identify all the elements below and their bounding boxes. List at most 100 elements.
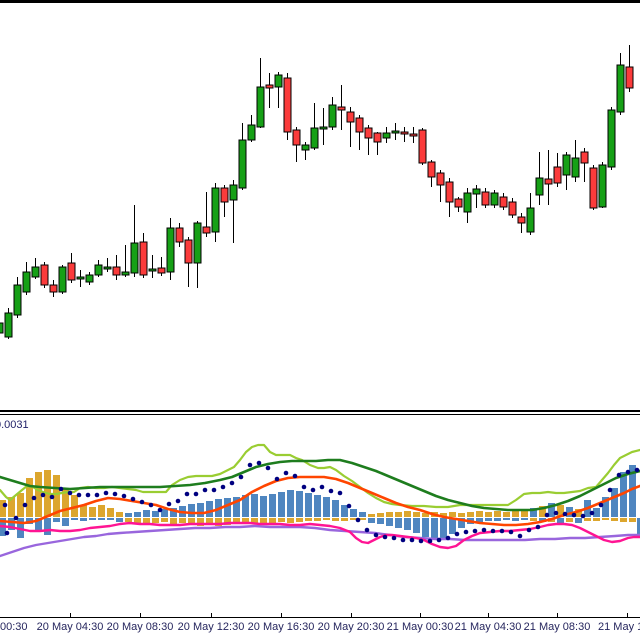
- histogram-bar-blue: [548, 503, 555, 517]
- histogram-bar-gold: [134, 518, 141, 524]
- bull-candle: [328, 104, 337, 128]
- histogram-bar-blue: [566, 507, 573, 517]
- bull-candle: [4, 312, 13, 338]
- histogram-bar-blue: [125, 513, 132, 517]
- histogram-bar-gold: [449, 512, 456, 517]
- signal-dot: [481, 527, 487, 533]
- bear-candle: [580, 151, 589, 164]
- histogram-bar-gold: [440, 513, 447, 517]
- histogram-bar-blue: [458, 518, 465, 528]
- signal-dot: [400, 537, 406, 543]
- histogram-bar-blue: [80, 518, 87, 521]
- time-axis-label: 21 May 1: [598, 621, 640, 633]
- histogram-bar-gold: [629, 518, 636, 522]
- histogram-bar-gold: [512, 510, 519, 517]
- time-axis-tick: [420, 613, 421, 617]
- signal-dot: [562, 511, 568, 517]
- histogram-bar-blue: [107, 518, 114, 520]
- histogram-bar-gold: [188, 518, 195, 525]
- signal-dot: [346, 503, 352, 509]
- signal-dot: [472, 528, 478, 534]
- price-chart-panel[interactable]: [0, 3, 640, 410]
- histogram-bar-gold: [0, 500, 6, 517]
- histogram-bar-gold: [530, 518, 537, 521]
- histogram-bar-gold: [584, 518, 591, 521]
- bull-candle: [58, 266, 67, 293]
- histogram-bar-gold: [125, 518, 132, 522]
- time-axis-tick: [488, 613, 489, 617]
- histogram-bar-blue: [296, 491, 303, 517]
- histogram-bar-blue: [35, 518, 42, 532]
- signal-dot: [310, 487, 316, 493]
- bull-candle: [121, 271, 130, 276]
- signal-dot: [616, 472, 622, 478]
- signal-dot: [301, 484, 307, 490]
- histogram-bar-blue: [637, 518, 640, 535]
- histogram-bar-blue: [224, 498, 231, 517]
- bull-candle: [211, 187, 220, 233]
- histogram-bar-gold: [467, 512, 474, 517]
- bear-candle: [355, 117, 364, 133]
- bear-candle: [481, 191, 490, 206]
- bull-candle: [13, 284, 22, 316]
- histogram-bar-blue: [449, 518, 456, 534]
- indicator-chart-panel[interactable]: [0, 416, 640, 617]
- bull-candle: [238, 139, 247, 189]
- histogram-bar-blue: [8, 518, 15, 530]
- bear-candle: [292, 129, 301, 146]
- bear-candle: [373, 132, 382, 143]
- histogram-bar-blue: [206, 501, 213, 517]
- bear-candle: [67, 262, 76, 281]
- bull-candle: [85, 274, 94, 283]
- histogram-bar-gold: [143, 518, 150, 523]
- histogram-bar-gold: [98, 505, 105, 517]
- time-axis-tick: [627, 613, 628, 617]
- bear-candle: [346, 111, 355, 123]
- signal-dot: [517, 533, 523, 539]
- time-axis-tick: [557, 613, 558, 617]
- bear-candle: [184, 239, 193, 264]
- bull-candle: [94, 264, 103, 276]
- signal-dot: [382, 534, 388, 540]
- histogram-bar-gold: [62, 488, 69, 517]
- histogram-bar-gold: [611, 518, 618, 521]
- bull-candle: [490, 192, 499, 206]
- histogram-bar-blue: [440, 518, 447, 538]
- histogram-bar-blue: [359, 512, 366, 517]
- histogram-bar-blue: [305, 493, 312, 517]
- signal-dot: [409, 537, 415, 543]
- histogram-bar-gold: [422, 513, 429, 517]
- histogram-bar-gold: [566, 518, 573, 522]
- histogram-bar-gold: [215, 518, 222, 526]
- histogram-bar-gold: [350, 518, 357, 520]
- bull-candle: [598, 164, 607, 208]
- panel-separator-thin: [0, 414, 640, 415]
- signal-dot: [49, 494, 55, 500]
- bear-candle: [499, 196, 508, 208]
- candlestick-chart: [0, 45, 634, 339]
- histogram-bar-gold: [251, 518, 258, 524]
- time-axis[interactable]: 00:30 20 May 04:30 20 May 08:30 20 May 12:3…: [0, 618, 640, 640]
- histogram-bar-blue: [602, 497, 609, 517]
- panel-separator[interactable]: [0, 410, 640, 412]
- bear-candle: [40, 264, 49, 286]
- signal-dot: [445, 535, 451, 541]
- histogram-bar-blue: [269, 494, 276, 517]
- histogram-bar-gold: [323, 518, 330, 520]
- signal-dot: [391, 535, 397, 541]
- signal-dot: [328, 488, 334, 494]
- histogram-bar-gold: [269, 518, 276, 523]
- signal-dot: [283, 470, 289, 476]
- histogram-bar-blue: [422, 518, 429, 537]
- bear-candle: [49, 284, 58, 293]
- histogram-bar-blue: [485, 518, 492, 521]
- time-axis-label: 21 May 08:30: [523, 621, 591, 633]
- bear-candle: [589, 167, 598, 209]
- histogram-bar-gold: [224, 518, 231, 525]
- bull-candle: [193, 222, 202, 264]
- signal-dot: [229, 480, 235, 486]
- histogram-bar-blue: [431, 518, 438, 540]
- bull-candle: [616, 64, 625, 113]
- bull-candle: [526, 207, 535, 233]
- time-axis-line: [0, 617, 640, 618]
